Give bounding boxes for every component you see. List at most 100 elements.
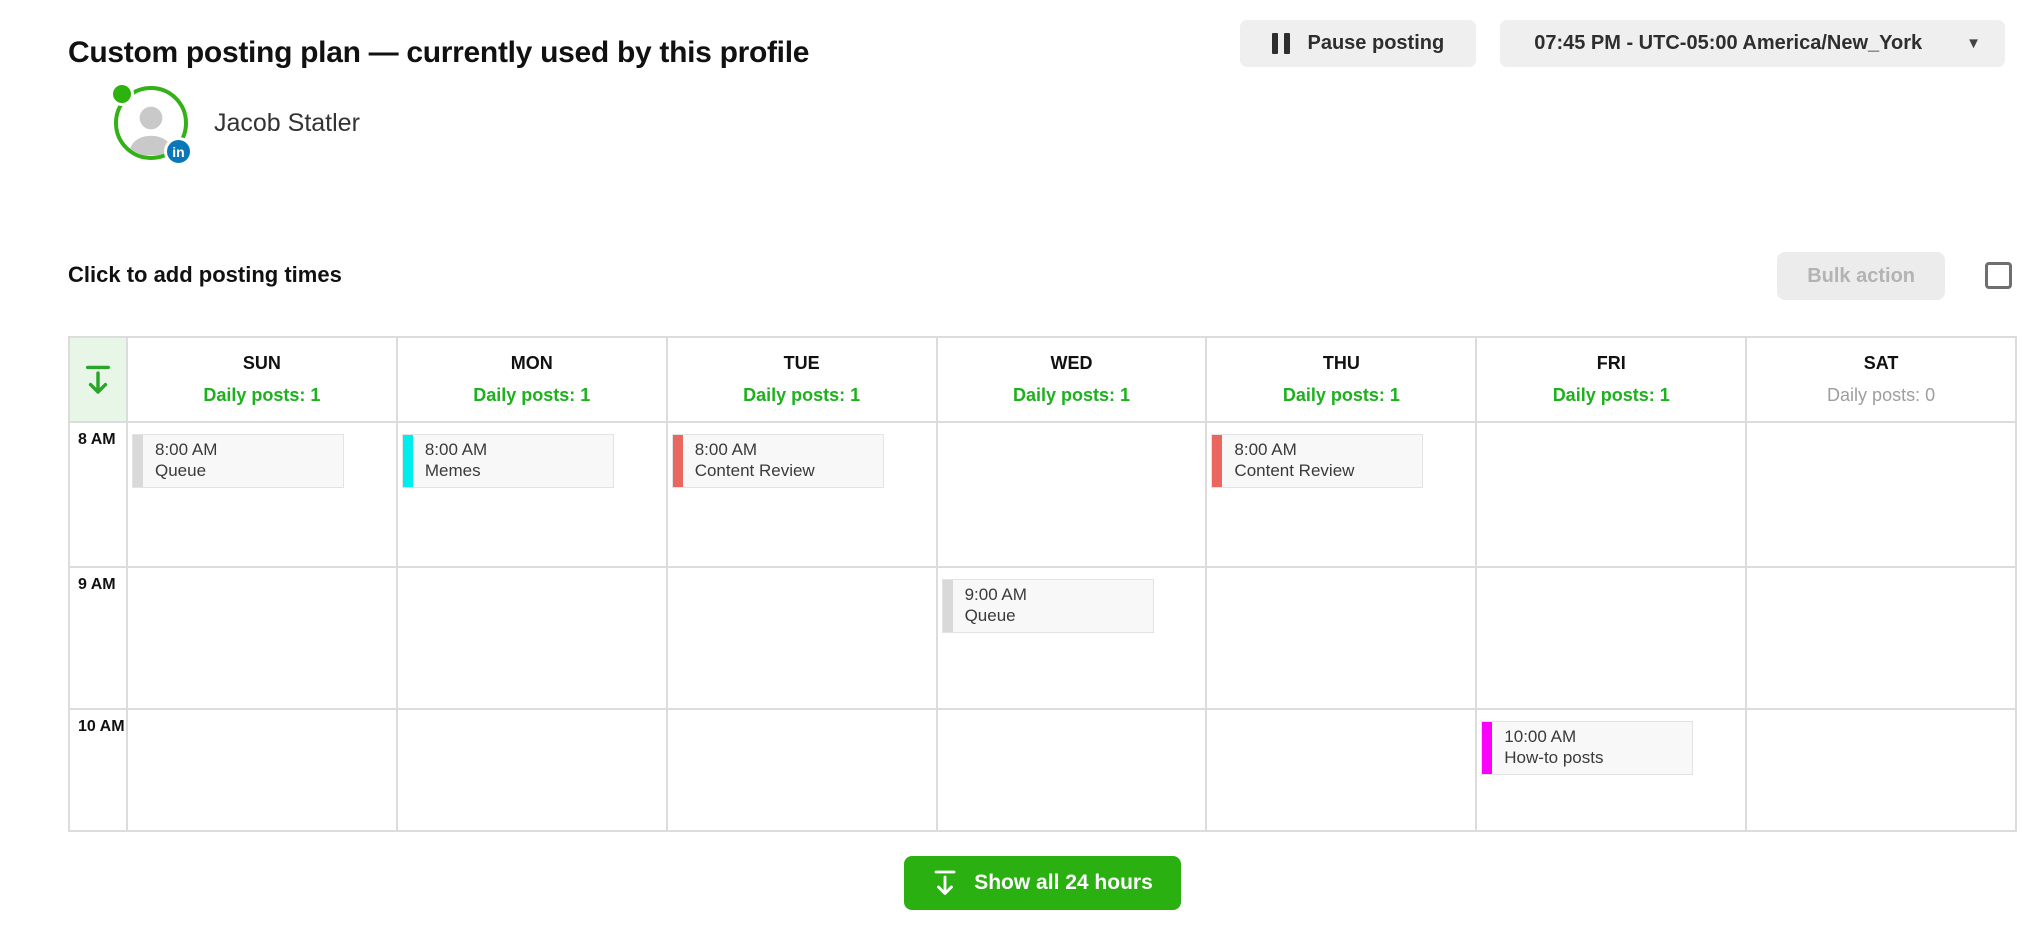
day-header-fri: FRI Daily posts: 1 [1477, 338, 1746, 421]
calendar-cell-sun-10am[interactable] [128, 710, 396, 830]
day-name: TUE [783, 353, 820, 373]
slot-category-color [1212, 435, 1223, 487]
day-header-wed: WED Daily posts: 1 [937, 338, 1206, 421]
hour-label-9am: 9 AM [70, 568, 126, 708]
day-header-tue: TUE Daily posts: 1 [667, 338, 936, 421]
slot-time: 8:00 AM [694, 440, 758, 459]
calendar-cell-mon-8am[interactable]: 8:00 AM Memes [397, 423, 666, 566]
profile: in Jacob Statler [110, 82, 360, 166]
avatar: in [110, 82, 193, 166]
slot-time: 8:00 AM [1234, 440, 1297, 459]
day-name: WED [1050, 353, 1093, 373]
slot-text: 9:00 AM Queue [953, 580, 1035, 632]
calendar-cell-wed-9am[interactable]: 9:00 AM Queue [937, 568, 1206, 708]
bulk-action-button[interactable]: Bulk action [1777, 252, 1945, 300]
calendar-footer: Show all 24 hours [68, 856, 2017, 910]
day-name: SAT [1863, 353, 1899, 373]
timezone-selector[interactable]: 07:45 PM - UTC-05:00 America/New_York ▼ [1500, 20, 2005, 67]
calendar-cell-fri-8am[interactable] [1477, 423, 1746, 566]
calendar-cell-fri-9am[interactable] [1477, 568, 1746, 708]
pause-posting-label: Pause posting [1307, 32, 1445, 54]
profile-name: Jacob Statler [214, 108, 360, 137]
posting-slot-fri[interactable]: 10:00 AM How-to posts [1481, 721, 1694, 775]
slot-label: How-to posts [1504, 748, 1604, 767]
slot-time: 8:00 AM [155, 440, 218, 459]
calendar-cell-thu-8am[interactable]: 8:00 AM Content Review [1207, 423, 1476, 566]
avatar-image [114, 86, 188, 160]
show-all-label: Show all 24 hours [974, 871, 1153, 894]
page-title: Custom posting plan — currently used by … [68, 36, 810, 70]
slot-category-color [402, 435, 413, 487]
posting-slot-mon[interactable]: 8:00 AM Memes [401, 434, 614, 488]
add-posting-times-hint: Click to add posting times [68, 262, 342, 287]
posting-slot-wed[interactable]: 9:00 AM Queue [941, 579, 1154, 633]
calendar-cell-sun-8am[interactable]: 8:00 AM Queue [128, 423, 396, 566]
calendar-cell-fri-10am[interactable]: 10:00 AM How-to posts [1477, 710, 1746, 830]
slot-label: Queue [155, 461, 207, 480]
slot-time: 10:00 AM [1504, 727, 1577, 746]
expand-hours-corner-cell[interactable] [70, 338, 126, 421]
calendar-cell-tue-10am[interactable] [667, 710, 936, 830]
online-status-dot [110, 82, 134, 106]
slot-category-color [942, 580, 953, 632]
daily-posts-count: Daily posts: 0 [1827, 385, 1936, 405]
slot-label: Memes [424, 461, 481, 480]
daily-posts-count: Daily posts: 1 [203, 385, 321, 405]
day-header-sat: SAT Daily posts: 0 [1747, 338, 2015, 421]
daily-posts-count: Daily posts: 1 [1552, 385, 1670, 405]
slot-text: 8:00 AM Queue [143, 435, 225, 487]
slot-label: Content Review [1234, 461, 1355, 480]
calendar-cell-thu-10am[interactable] [1207, 710, 1476, 830]
calendar-cell-tue-8am[interactable]: 8:00 AM Content Review [667, 423, 936, 566]
bulk-select-checkbox[interactable] [1985, 262, 2012, 289]
arrow-down-from-bar-icon [86, 365, 110, 394]
calendar-cell-sat-10am[interactable] [1747, 710, 2015, 830]
hour-label-10am: 10 AM [70, 710, 126, 830]
calendar-cell-mon-10am[interactable] [397, 710, 666, 830]
chevron-down-icon: ▼ [1966, 35, 1981, 52]
calendar-cell-wed-8am[interactable] [937, 423, 1206, 566]
day-name: THU [1322, 353, 1360, 373]
posting-slot-tue[interactable]: 8:00 AM Content Review [671, 434, 884, 488]
day-name: FRI [1596, 353, 1626, 373]
calendar-cell-mon-9am[interactable] [397, 568, 666, 708]
arrow-down-from-bar-icon [934, 870, 956, 895]
slot-label: Queue [964, 606, 1016, 625]
day-header-sun: SUN Daily posts: 1 [128, 338, 396, 421]
daily-posts-count: Daily posts: 1 [743, 385, 861, 405]
calendar-cell-wed-10am[interactable] [937, 710, 1206, 830]
calendar-cell-sat-9am[interactable] [1747, 568, 2015, 708]
slot-time: 8:00 AM [424, 440, 488, 459]
person-icon [129, 106, 173, 156]
day-name: MON [510, 353, 553, 373]
daily-posts-count: Daily posts: 1 [1282, 385, 1400, 405]
slot-label: Content Review [694, 461, 815, 480]
slot-category-color [672, 435, 683, 487]
slot-text: 8:00 AM Memes [413, 435, 495, 487]
slot-category-color [1482, 722, 1493, 774]
hour-label-8am: 8 AM [70, 423, 126, 566]
timezone-value: 07:45 PM - UTC-05:00 America/New_York [1534, 32, 1923, 54]
pause-icon [1271, 33, 1290, 54]
posting-slot-thu[interactable]: 8:00 AM Content Review [1211, 434, 1424, 488]
topbar-actions: Pause posting 07:45 PM - UTC-05:00 Ameri… [1239, 20, 2005, 67]
day-header-thu: THU Daily posts: 1 [1207, 338, 1476, 421]
calendar-cell-tue-9am[interactable] [667, 568, 936, 708]
linkedin-icon: in [164, 137, 193, 166]
calendar-cell-sun-9am[interactable] [128, 568, 396, 708]
slot-text: 8:00 AM Content Review [1222, 435, 1362, 487]
slot-time: 9:00 AM [964, 585, 1027, 604]
day-header-mon: MON Daily posts: 1 [397, 338, 666, 421]
calendar-cell-thu-9am[interactable] [1207, 568, 1476, 708]
pause-posting-button[interactable]: Pause posting [1239, 20, 1477, 67]
posting-slot-sun[interactable]: 8:00 AM Queue [132, 434, 344, 488]
slot-text: 10:00 AM How-to posts [1492, 722, 1611, 774]
slot-category-color [133, 435, 143, 487]
calendar-cell-sat-8am[interactable] [1747, 423, 2015, 566]
daily-posts-count: Daily posts: 1 [1012, 385, 1131, 405]
daily-posts-count: Daily posts: 1 [473, 385, 591, 405]
slot-text: 8:00 AM Content Review [683, 435, 823, 487]
show-all-24-hours-button[interactable]: Show all 24 hours [904, 856, 1181, 910]
day-name: SUN [242, 353, 281, 373]
posting-calendar: SUN Daily posts: 1 MON Daily posts: 1 TUE Dai… [68, 336, 2017, 832]
